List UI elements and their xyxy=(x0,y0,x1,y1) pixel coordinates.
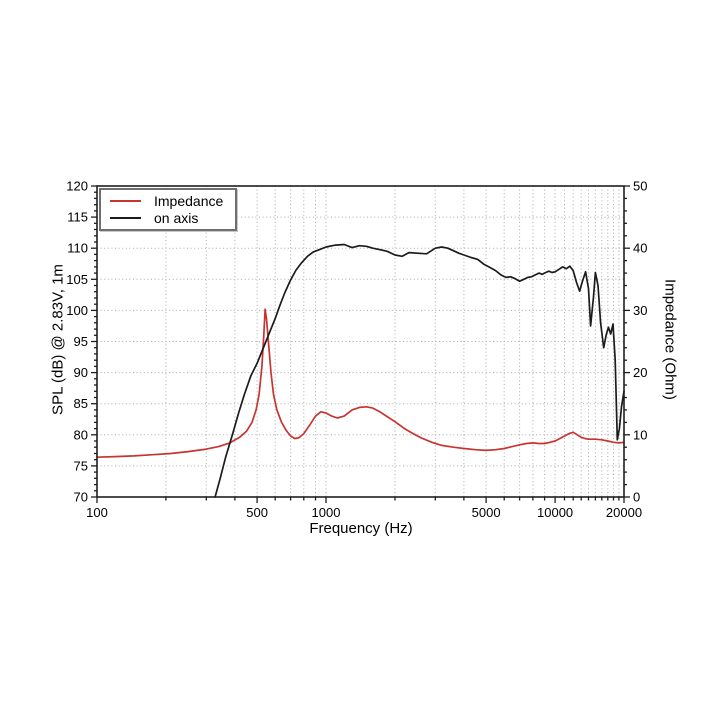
y-left-tick-label: 100 xyxy=(66,303,88,318)
legend-label-impedance: Impedance xyxy=(154,192,224,209)
y-axis-title-right: Impedance (Ohm) xyxy=(661,279,679,400)
x-tick-label: 100 xyxy=(86,505,108,520)
y-left-tick-label: 70 xyxy=(74,490,88,505)
legend-label-on-axis: on axis xyxy=(154,210,199,227)
impedance-line-swatch xyxy=(110,199,141,202)
y-left-tick-label: 120 xyxy=(66,179,88,194)
y-right-tick-label: 0 xyxy=(633,490,640,505)
y-left-tick-label: 115 xyxy=(67,210,88,225)
legend: Impedance on axis xyxy=(99,188,237,231)
y-left-tick-label: 110 xyxy=(67,241,88,256)
y-axis-title-left: SPL (dB) @ 2.83V, 1m xyxy=(49,264,67,415)
on-axis-line-swatch xyxy=(110,217,141,220)
y-left-tick-label: 105 xyxy=(66,272,88,287)
y-right-tick-label: 40 xyxy=(633,241,647,256)
y-left-tick-label: 95 xyxy=(74,334,88,349)
impedance-curve xyxy=(96,308,625,459)
y-left-tick-label: 75 xyxy=(74,458,88,473)
y-left-tick-label: 90 xyxy=(74,365,88,380)
legend-item-on-axis: on axis xyxy=(110,211,235,225)
y-right-tick-label: 10 xyxy=(633,427,647,442)
legend-item-impedance: Impedance xyxy=(110,194,235,208)
on-axis-curve xyxy=(214,243,625,498)
x-tick-label: 20000 xyxy=(606,505,642,520)
y-left-tick-label: 80 xyxy=(74,427,88,442)
y-right-tick-label: 30 xyxy=(633,303,647,318)
y-right-tick-label: 20 xyxy=(633,365,647,380)
x-tick-label: 5000 xyxy=(472,505,501,520)
x-tick-label: 1000 xyxy=(312,505,341,520)
x-tick-label: 10000 xyxy=(537,505,573,520)
y-left-tick-label: 85 xyxy=(74,396,88,411)
x-axis-title: Frequency (Hz) xyxy=(309,520,413,537)
x-tick-label: 500 xyxy=(246,505,268,520)
y-right-tick-label: 50 xyxy=(633,179,647,194)
